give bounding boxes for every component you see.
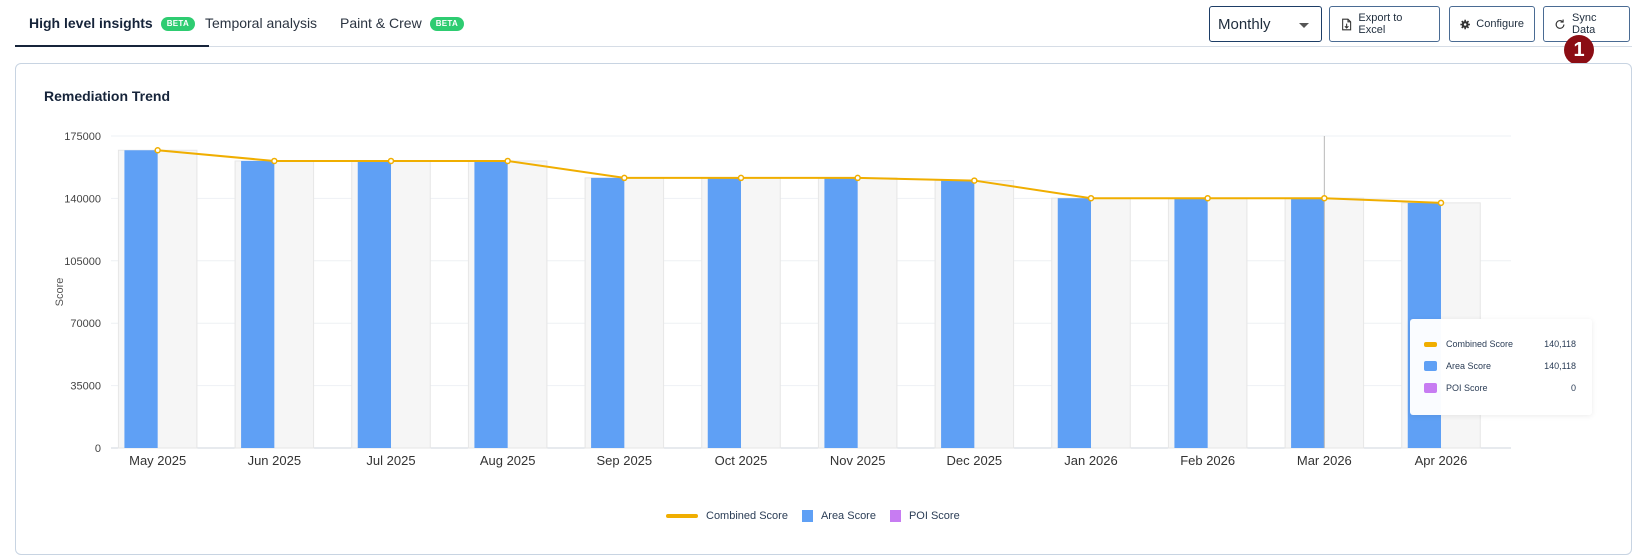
tooltip-row-poi-score: POI Score 0 (1424, 377, 1576, 399)
bar-area-score (1291, 198, 1325, 448)
bar-area-score (124, 150, 158, 448)
bar-area-score (474, 160, 508, 448)
combined-score-point (854, 174, 861, 182)
y-tick-label: 140000 (64, 193, 101, 205)
gear-icon (1460, 19, 1470, 29)
period-select-value: Monthly (1218, 15, 1271, 33)
chevron-down-icon (1299, 23, 1309, 28)
square-swatch-icon (889, 510, 901, 522)
bar-area-score (707, 177, 741, 448)
tooltip-value: 140,118 (1544, 361, 1576, 371)
x-tick-label: Jan 2026 (1064, 453, 1118, 468)
export-to-excel-button[interactable]: Export to Excel (1329, 6, 1440, 42)
y-tick-label: 35000 (70, 381, 101, 393)
x-tick-label: Dec 2025 (947, 453, 1003, 468)
tooltip-series-name: Area Score (1446, 361, 1492, 371)
x-tick-label: May 2025 (129, 453, 186, 468)
combined-score-line (157, 149, 1442, 204)
sync-icon (1555, 19, 1565, 29)
bar-area-score (1057, 198, 1091, 448)
x-tick-label: Aug 2025 (480, 453, 536, 468)
square-swatch-icon (1424, 361, 1437, 371)
bar-area-score (591, 177, 625, 448)
y-tick-label: 70000 (70, 318, 101, 330)
period-select[interactable]: Monthly (1209, 6, 1322, 42)
sync-data-button[interactable]: Sync Data (1543, 6, 1630, 42)
tab-label: Temporal analysis (205, 15, 318, 31)
tooltip-series-name: Combined Score (1446, 339, 1514, 349)
sync-label: Sync Data (1572, 12, 1597, 36)
remediation-trend-card: Remediation Trend 0 35000 70000 105000 14000… (15, 63, 1632, 555)
combined-score-point (621, 174, 628, 182)
combined-score-point (737, 174, 745, 182)
bar-area-score (824, 177, 858, 448)
tab-label: High level insights (29, 15, 153, 31)
legend-label: Combined Score (706, 510, 788, 522)
bar-area-score (357, 160, 391, 448)
combined-score-point (1087, 194, 1095, 202)
export-label: Export to Excel (1358, 12, 1403, 36)
x-tick-label: Feb 2026 (1180, 453, 1235, 468)
legend-item-poi-score[interactable]: POI Score (889, 510, 960, 522)
combined-score-point (971, 177, 978, 184)
x-tick-label: Mar 2026 (1297, 453, 1352, 468)
legend-item-area-score[interactable]: Area Score (801, 510, 876, 522)
y-tick-label: 175000 (64, 131, 101, 143)
beta-badge: BETA (160, 17, 196, 31)
x-tick-label: Jun 2025 (248, 453, 302, 468)
combined-score-point (1321, 194, 1328, 202)
y-tick-label: 105000 (64, 256, 101, 268)
combined-score-point (154, 147, 161, 154)
tab-label: Paint & Crew (340, 15, 422, 31)
remediation-trend-chart: 0 35000 70000 105000 140000 175000 Score May 20… (54, 131, 1511, 468)
tooltip-series-name: POI Score (1446, 383, 1488, 393)
card-title: Remediation Trend (44, 88, 171, 104)
tab-high-level-insights[interactable]: High level insights BETA (15, 14, 210, 47)
x-tick-label: Jul 2025 (366, 453, 415, 468)
combined-score-point (1437, 199, 1445, 207)
tab-bar: High level insights BETA Temporal analys… (15, 0, 1632, 47)
tooltip-value: 140,118 (1544, 339, 1576, 349)
x-tick-label: Oct 2025 (715, 453, 768, 468)
line-swatch-icon (666, 514, 698, 518)
legend-label: Area Score (820, 510, 876, 522)
legend-item-combined-score[interactable]: Combined Score (666, 510, 788, 522)
bar-area-score (241, 160, 275, 448)
x-tick-label: Nov 2025 (830, 453, 886, 468)
file-export-icon (1342, 18, 1352, 30)
combined-score-point (1204, 194, 1211, 202)
chart-legend: Combined Score Area Score POI Score (666, 510, 960, 522)
combined-score-point (504, 157, 511, 165)
legend-label: POI Score (908, 510, 960, 522)
tab-temporal-analysis[interactable]: Temporal analysis (205, 14, 317, 46)
bar-area-score (941, 180, 975, 449)
tooltip-row-area-score: Area Score 140,118 (1424, 355, 1576, 377)
tab-paint-crew[interactable]: Paint & Crew BETA (340, 14, 465, 46)
y-tick-label: 0 (95, 443, 101, 455)
configure-button[interactable]: Configure (1449, 6, 1535, 42)
square-swatch-icon (801, 510, 813, 522)
line-swatch-icon (1424, 341, 1437, 347)
combined-score-point (387, 157, 395, 165)
beta-badge: BETA (429, 17, 465, 31)
chart-tooltip: Combined Score 140,118 Area Score 140,11… (1410, 319, 1592, 415)
bar-area-score (1174, 198, 1208, 448)
tooltip-value: 0 (1570, 383, 1576, 393)
x-tick-label: Apr 2026 (1415, 453, 1468, 468)
y-axis-label: Score (54, 278, 66, 307)
square-swatch-icon (1424, 383, 1437, 393)
step-marker-badge: 1 (1564, 35, 1594, 65)
configure-label: Configure (1476, 18, 1524, 30)
combined-score-point (271, 157, 278, 165)
x-tick-label: Sep 2025 (596, 453, 652, 468)
tooltip-row-combined-score: Combined Score 140,118 (1424, 333, 1576, 355)
